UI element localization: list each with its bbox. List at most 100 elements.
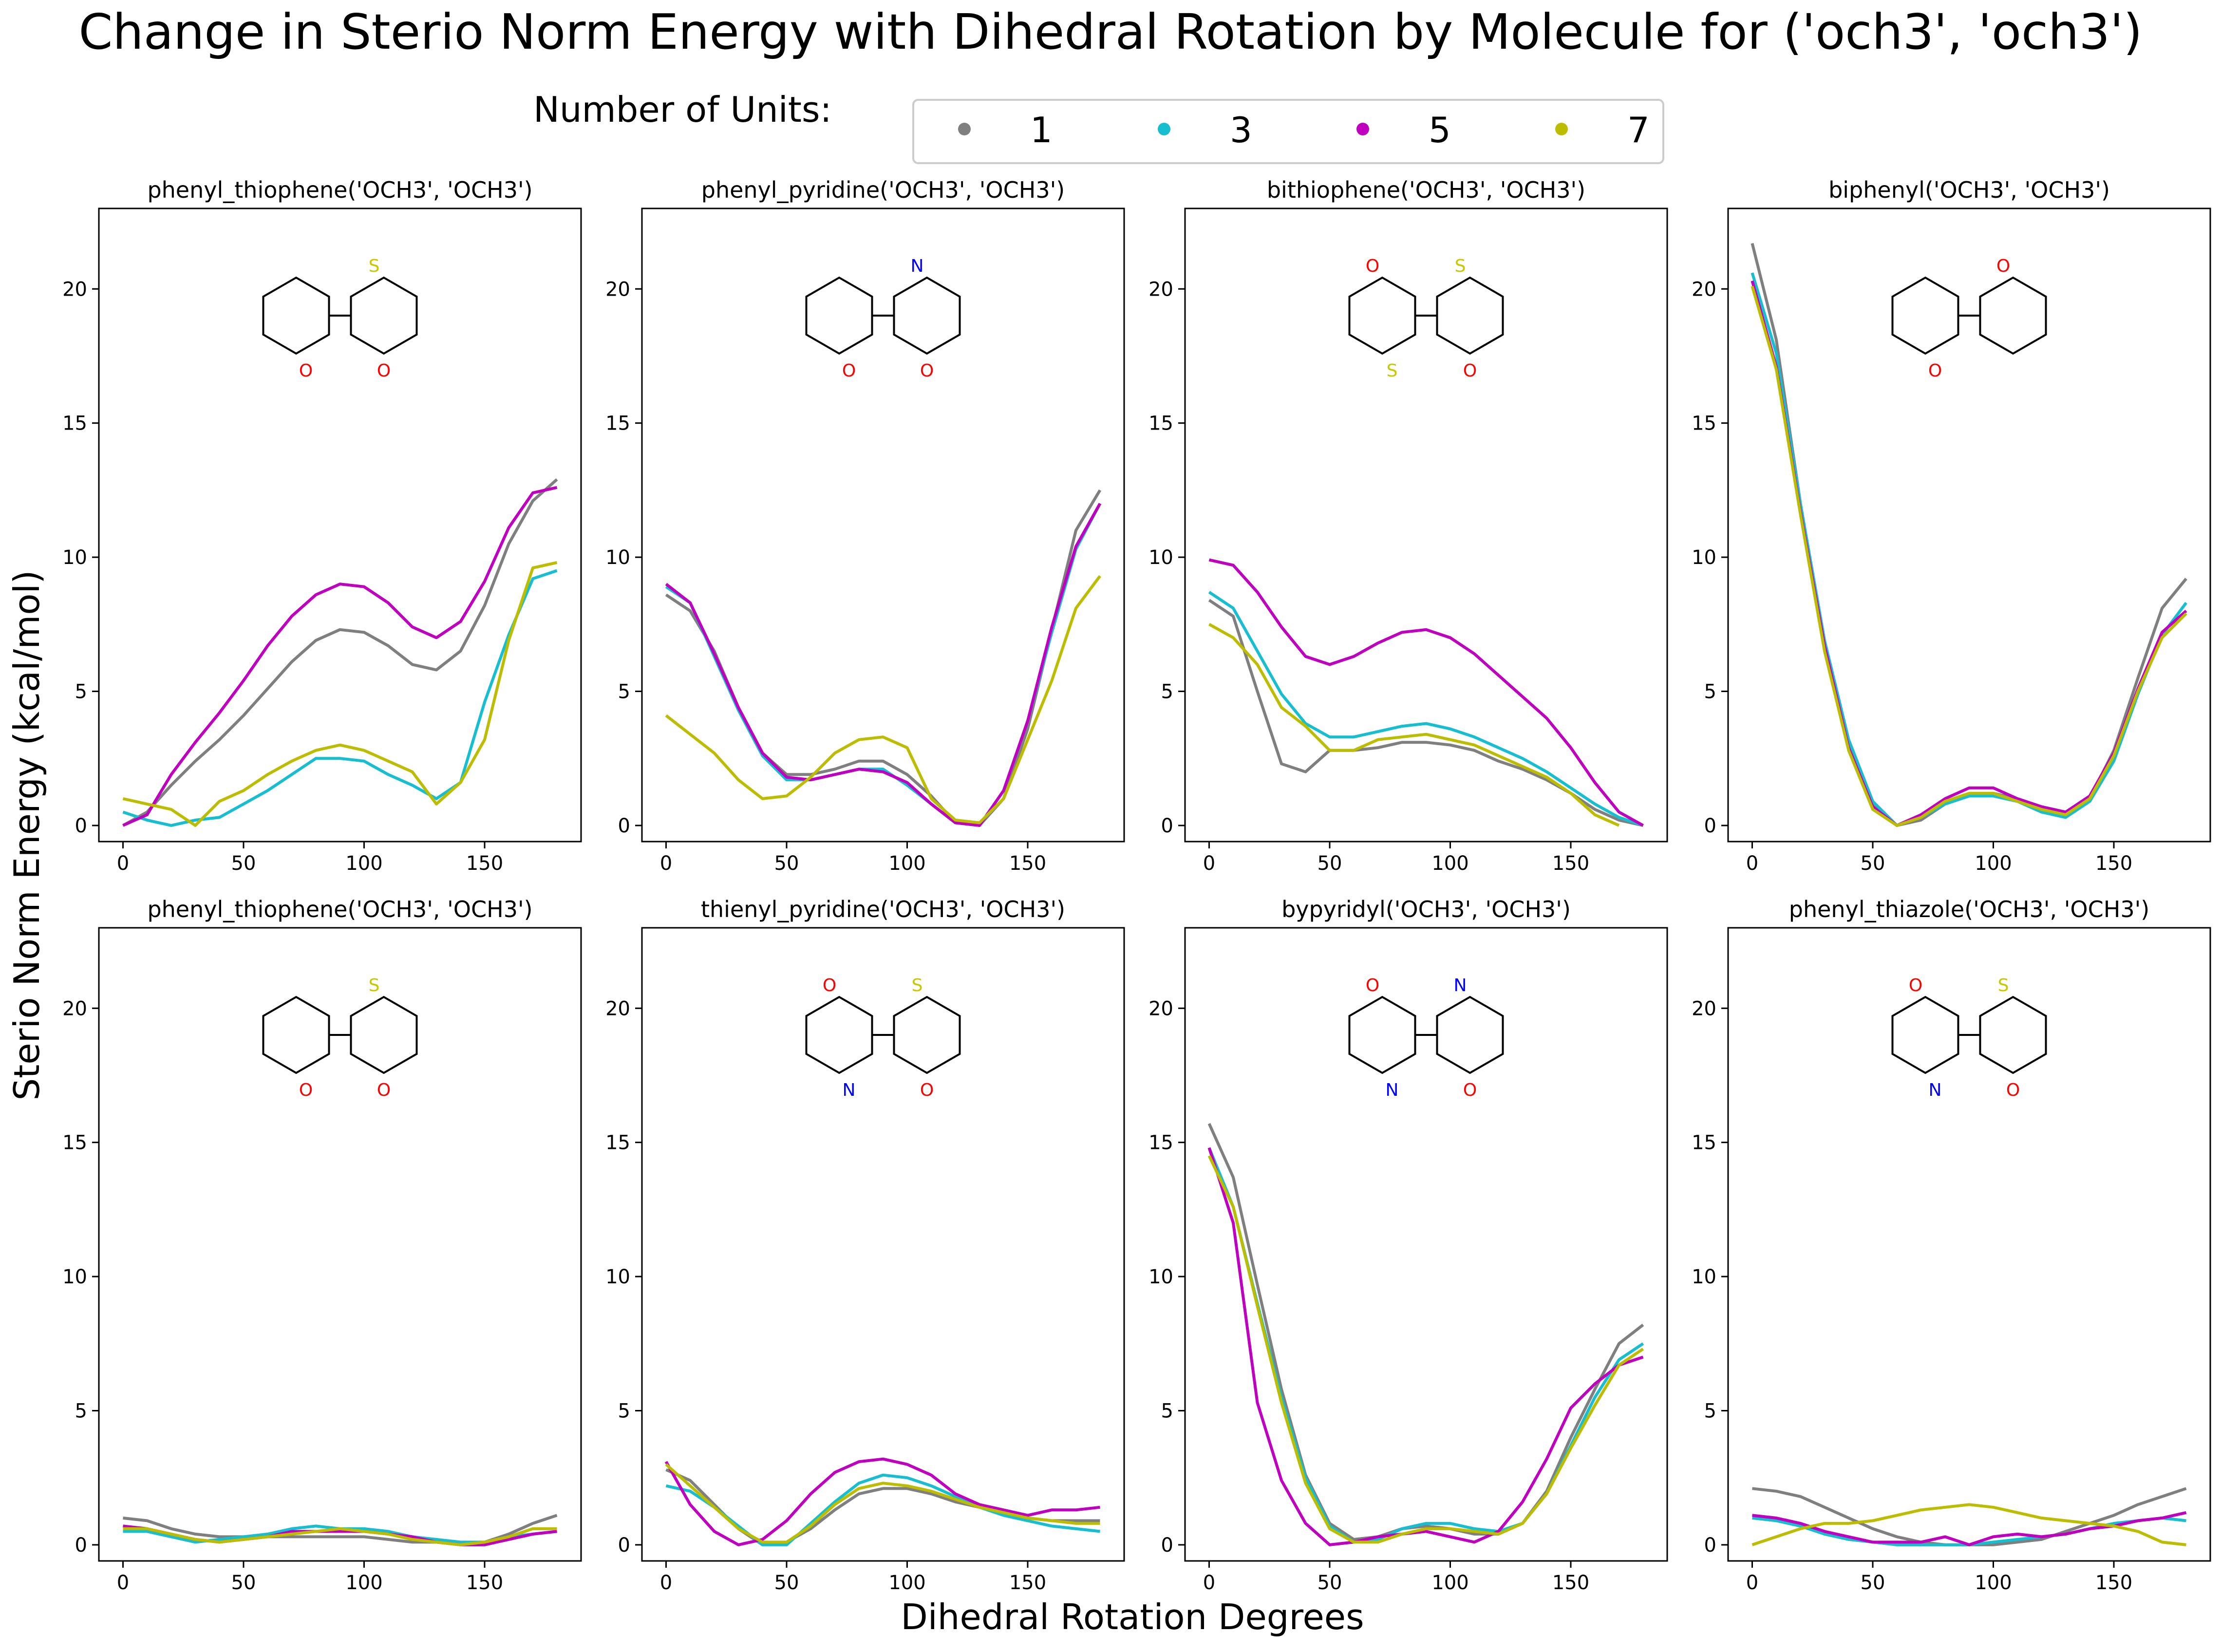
x-tick-label: 100 — [345, 852, 382, 875]
atom-label-s: S — [1998, 976, 2009, 995]
atom-label-o: O — [377, 361, 391, 381]
ring-b — [1979, 995, 2047, 1074]
plot-frame — [641, 207, 1125, 843]
series-line-3 — [1752, 1516, 2186, 1546]
y-tick-label: 15 — [1148, 413, 1173, 435]
series-line-7 — [1207, 1155, 1644, 1544]
x-tick-label: 0 — [1746, 1572, 1758, 1594]
atom-label-o: O — [1463, 1080, 1477, 1100]
y-tick-label: 15 — [605, 1132, 630, 1154]
atom-label-s: S — [912, 976, 923, 995]
atom-label-n: N — [843, 1080, 856, 1100]
panel-7: bypyridyl('OCH3', 'OCH3') N N O O 0 50 100 150 0 5… — [1148, 896, 1668, 1594]
molecule-structure: OO — [1891, 256, 2047, 381]
series-line-5 — [122, 486, 558, 827]
plot-frame — [1184, 207, 1668, 843]
atom-label-n: N — [1454, 976, 1467, 995]
legend-label-7: 7 — [1627, 110, 1650, 150]
series-line-7 — [1750, 285, 2187, 827]
y-tick-label: 10 — [1148, 546, 1173, 569]
panel-title: phenyl_thiophene('OCH3', 'OCH3') — [147, 177, 532, 203]
y-axis-label: Sterio Norm Energy (kcal/mol) — [6, 570, 47, 1100]
y-tick-label: 20 — [605, 997, 630, 1020]
x-tick-label: 50 — [1318, 1572, 1342, 1594]
atom-label-n: N — [1386, 1080, 1399, 1100]
y-tick-label: 20 — [62, 997, 87, 1020]
atom-label-o: O — [377, 1080, 391, 1100]
y-tick-label: 5 — [1161, 1400, 1173, 1423]
legend-entry-7: 7 — [1555, 110, 1650, 150]
y-tick-label: 15 — [605, 413, 630, 435]
atom-label-o: O — [1996, 256, 2010, 276]
x-tick-label: 0 — [1746, 852, 1758, 875]
plot-frame — [1727, 207, 2211, 843]
legend-title: Number of Units: — [533, 89, 832, 130]
molecule-structure: S N O O — [1891, 976, 2047, 1100]
y-tick-label: 10 — [605, 1266, 630, 1288]
panel-title: thienyl_pyridine('OCH3', 'OCH3') — [701, 896, 1065, 922]
series-line-7 — [122, 561, 558, 827]
legend-frame — [912, 99, 1664, 164]
series-line-1 — [665, 1468, 1100, 1546]
x-tick-label: 50 — [1861, 852, 1885, 875]
y-tick-label: 5 — [1704, 681, 1716, 703]
atom-label-n: N — [1929, 1080, 1942, 1100]
panel-title: bithiophene('OCH3', 'OCH3') — [1267, 177, 1585, 203]
x-tick-label: 100 — [888, 852, 925, 875]
x-tick-label: 0 — [1203, 1572, 1215, 1594]
atom-label-o: O — [1366, 976, 1379, 995]
y-tick-label: 20 — [1148, 278, 1173, 300]
x-tick-label: 0 — [117, 852, 129, 875]
atom-label-o: O — [920, 1080, 934, 1100]
y-tick-label: 0 — [1161, 1534, 1173, 1557]
y-tick-label: 20 — [1692, 997, 1716, 1020]
series-line-7 — [1208, 623, 1620, 827]
ring-b — [1436, 276, 1504, 355]
x-tick-label: 150 — [466, 1572, 503, 1594]
series-lines — [1751, 1487, 2187, 1546]
ring-a — [1348, 995, 1416, 1074]
y-tick-label: 5 — [618, 1400, 630, 1423]
series-line-1 — [122, 478, 558, 827]
series-line-7 — [1751, 1503, 2186, 1546]
legend-marker-7 — [1555, 123, 1568, 135]
atom-label-s: S — [1387, 361, 1398, 381]
y-tick-label: 15 — [1692, 1132, 1716, 1154]
x-tick-label: 100 — [1431, 1572, 1468, 1594]
x-tick-label: 50 — [1318, 852, 1342, 875]
y-tick-label: 10 — [62, 546, 87, 569]
y-tick-label: 10 — [62, 1266, 87, 1288]
panel-5: phenyl_thiophene('OCH3', 'OCH3')SO O0 50 10… — [62, 896, 582, 1594]
ring-a — [805, 276, 873, 355]
panel-3: bithiophene('OCH3', 'OCH3')SS OO0 50 100 150… — [1148, 177, 1668, 875]
plot-frame — [1184, 927, 1668, 1562]
molecule-structure: N N O O — [1348, 976, 1504, 1100]
ring-a — [1348, 276, 1416, 355]
series-lines — [123, 1514, 558, 1546]
series-line-1 — [1207, 1123, 1644, 1541]
y-tick-label: 5 — [75, 1400, 87, 1423]
series-line-5 — [1208, 558, 1644, 827]
panel-6: thienyl_pyridine('OCH3', 'OCH3')SN OO0 50 1… — [605, 896, 1125, 1594]
legend: Number of Units: 1 3 5 7 — [533, 89, 1664, 164]
y-tick-label: 20 — [62, 278, 87, 300]
molecule-structure: S S O O — [1348, 256, 1504, 381]
plot-frame — [1727, 927, 2211, 1562]
ring-b — [893, 995, 961, 1074]
y-tick-label: 0 — [1704, 1534, 1716, 1557]
x-tick-label: 150 — [2095, 852, 2132, 875]
y-tick-label: 5 — [1704, 1400, 1716, 1423]
atom-label-o: O — [299, 1080, 313, 1100]
series-line-7 — [665, 1463, 1100, 1544]
x-tick-label: 100 — [1431, 852, 1468, 875]
legend-entry-3: 3 — [1158, 110, 1252, 150]
series-line-3 — [1208, 591, 1644, 827]
series-line-3 — [665, 1473, 1100, 1546]
atom-label-s: S — [369, 256, 380, 276]
molecule-structure: S O O — [262, 976, 418, 1100]
ring-a — [262, 995, 330, 1074]
y-tick-label: 15 — [1148, 1132, 1173, 1154]
ring-a — [262, 276, 330, 355]
ring-a — [1891, 995, 1959, 1074]
series-line-7 — [665, 575, 1101, 825]
